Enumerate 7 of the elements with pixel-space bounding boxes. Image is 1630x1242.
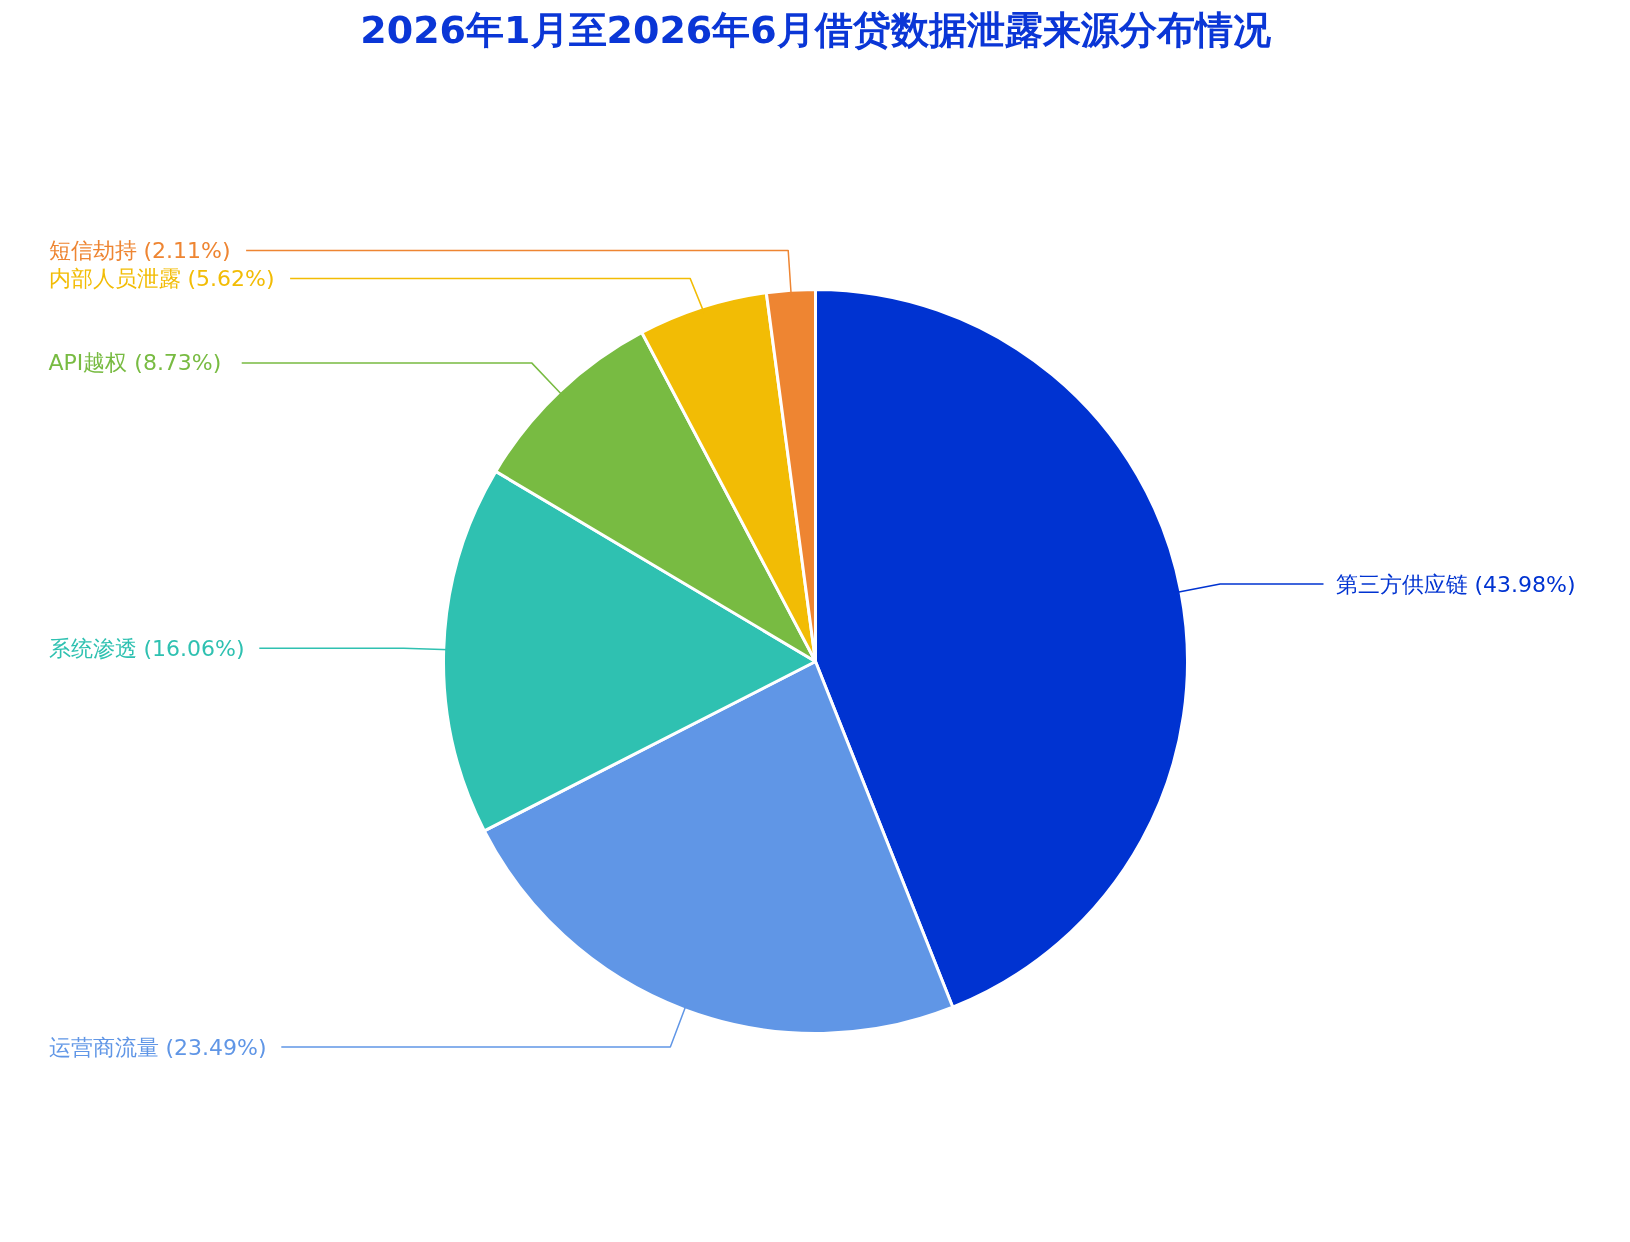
slice-label: 系统渗透 (16.06%) bbox=[48, 635, 245, 661]
slice-label: 第三方供应链 (43.98%) bbox=[1335, 571, 1576, 597]
slice-label: 内部人员泄露 (5.62%) bbox=[48, 265, 275, 291]
slice-label: 短信劫持 (2.11%) bbox=[48, 237, 231, 263]
slice-label: 运营商流量 (23.49%) bbox=[48, 1034, 267, 1060]
slice-label: API越权 (8.73%) bbox=[48, 350, 222, 376]
chart-title: 2026年1月至2026年6月借贷数据泄露来源分布情况 bbox=[360, 7, 1271, 52]
